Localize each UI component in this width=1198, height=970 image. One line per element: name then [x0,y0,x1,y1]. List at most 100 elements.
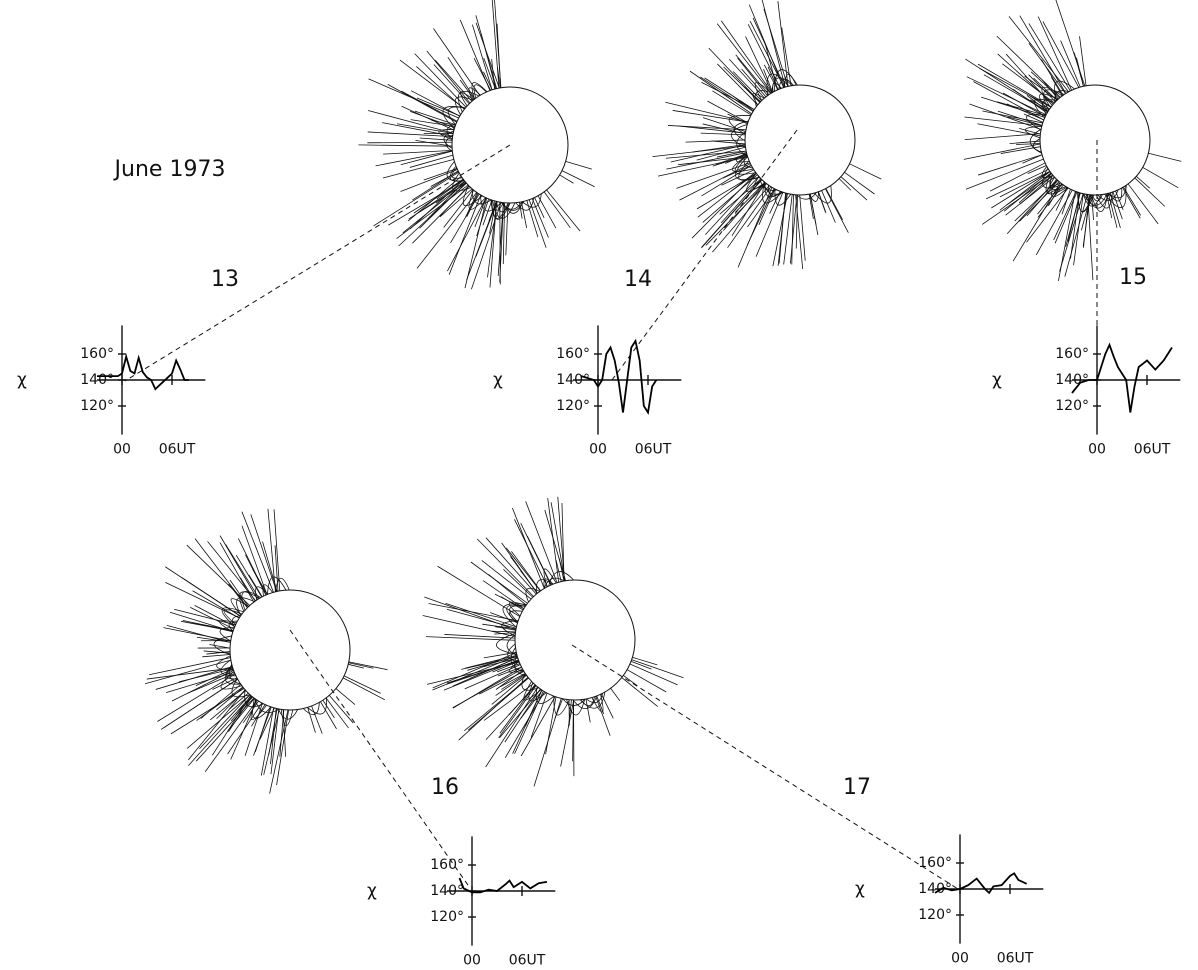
field-line [782,28,791,86]
field-line [1007,117,1041,126]
field-line [348,664,364,668]
field-line [555,699,563,719]
field-line [472,25,492,90]
field-line [492,675,527,704]
sun-disk [230,590,350,710]
field-line [388,84,457,122]
x-tick-label: 06UT [635,442,672,458]
field-line [632,660,684,678]
field-line [417,192,477,268]
field-line [966,159,1043,189]
y-axis-label: χ [855,879,865,899]
field-line [1148,153,1181,161]
panel-title: 17 [843,775,871,800]
field-line [841,177,867,200]
field-line [611,688,620,701]
field-line [230,580,249,607]
field-line [978,64,1051,107]
field-line [368,132,453,137]
y-tick-label: 160° [80,346,114,362]
field-line [1123,187,1140,215]
field-line [544,192,570,228]
x-tick-label: 00 [1088,442,1106,458]
y-axis-label: χ [992,370,1002,390]
page: June 1973 13 χ 160° 140° 120° 00 06UT 14 χ 160° 14… [0,0,1198,970]
field-line [438,566,520,616]
field-line [367,142,452,143]
x-tick-label: 06UT [159,442,196,458]
y-axis-label: χ [367,881,377,901]
sun-disk [1040,85,1150,195]
field-line [561,700,574,767]
panel-title: 13 [211,267,239,292]
field-loop [303,702,319,714]
y-tick-label: 120° [918,907,952,923]
field-line [163,679,237,728]
field-line [447,198,486,271]
sun-disk [745,85,855,195]
field-line [453,658,518,686]
field-line [193,623,234,631]
field-line [778,1,788,86]
field-line [712,91,751,115]
field-line [190,607,234,629]
field-line [964,144,1040,159]
panel-title: 14 [624,267,652,292]
field-line [486,538,536,594]
y-tick-label: 140° [80,372,114,388]
field-line [1004,173,1051,211]
y-tick-label: 160° [918,855,952,871]
connector-line [612,130,797,380]
sun-drawing [145,509,387,794]
field-line [409,182,465,219]
field-line [529,200,546,248]
field-line [201,684,241,718]
field-line [312,706,323,734]
field-line [825,189,848,233]
field-line [373,172,458,226]
field-line [1026,188,1068,242]
y-tick-label: 140° [556,372,590,388]
field-line [1088,195,1093,281]
field-line [1009,16,1069,91]
field-line [500,673,525,686]
connector-line [290,630,470,888]
field-line [336,689,355,705]
field-line [502,543,538,594]
field-line [412,171,458,200]
field-line [343,678,385,700]
x-tick-label: 00 [951,951,969,967]
field-line [1065,194,1087,276]
field-line [506,548,540,591]
field-line [548,498,559,582]
field-line [586,699,590,722]
field-line [573,700,574,761]
field-line [255,707,270,752]
field-line [433,29,479,96]
field-line [783,193,786,216]
sun-drawing [359,0,595,289]
field-line [800,195,806,261]
y-tick-label: 120° [430,909,464,925]
figure: June 1973 13 χ 160° 140° 120° 00 06UT 14 χ 160° 14… [0,0,1198,970]
field-line [359,145,452,146]
field-line [165,567,240,617]
y-axis-label: χ [493,370,503,390]
field-line [433,653,517,688]
field-line [521,202,526,228]
x-tick-label: 06UT [997,951,1034,967]
field-line [850,164,882,179]
field-loop [237,598,255,616]
sun-drawing [653,0,882,269]
y-tick-label: 160° [1055,346,1089,362]
y-tick-label: 140° [430,883,464,899]
sun-drawing [964,0,1181,281]
field-line [826,189,843,220]
field-line [1000,172,1050,211]
x-tick-label: 06UT [1134,442,1171,458]
field-line [1143,167,1179,187]
field-line [1058,191,1075,281]
field-line [965,134,1041,140]
x-tick-label: 06UT [509,953,546,969]
figure-title: June 1973 [113,157,226,182]
